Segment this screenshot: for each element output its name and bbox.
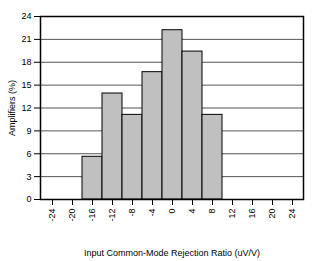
svg-text:3: 3 — [26, 172, 31, 182]
svg-text:20: 20 — [267, 209, 277, 219]
svg-text:21: 21 — [21, 34, 31, 44]
svg-text:12: 12 — [227, 209, 237, 219]
svg-text:0: 0 — [167, 209, 177, 214]
svg-text:15: 15 — [21, 80, 31, 90]
svg-text:-20: -20 — [67, 209, 77, 222]
svg-text:24: 24 — [287, 209, 297, 219]
svg-text:-12: -12 — [107, 209, 117, 222]
svg-text:-24: -24 — [47, 209, 57, 222]
svg-text:0: 0 — [26, 194, 31, 204]
svg-text:24: 24 — [21, 11, 31, 21]
svg-text:8: 8 — [207, 209, 217, 214]
svg-text:4: 4 — [187, 209, 197, 214]
svg-text:Input Common-Mode Rejection Ra: Input Common-Mode Rejection Ratio (uV/V) — [84, 248, 260, 258]
svg-text:Amplifiers (%): Amplifiers (%) — [7, 80, 17, 136]
svg-text:9: 9 — [26, 126, 31, 136]
svg-text:16: 16 — [247, 209, 257, 219]
svg-text:6: 6 — [26, 149, 31, 159]
svg-text:-8: -8 — [127, 209, 137, 217]
svg-text:18: 18 — [21, 57, 31, 67]
svg-text:12: 12 — [21, 103, 31, 113]
svg-text:-4: -4 — [147, 209, 157, 217]
svg-text:-16: -16 — [87, 209, 97, 222]
